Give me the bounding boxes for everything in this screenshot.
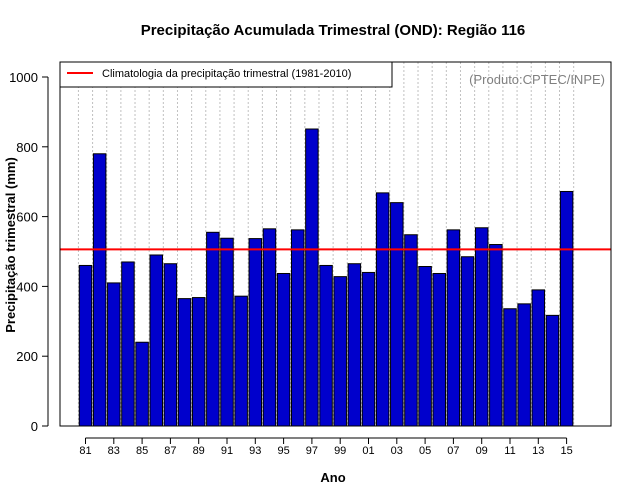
x-tick-label: 99: [334, 445, 346, 457]
legend-box: [59, 61, 393, 88]
bar-series: [78, 128, 574, 427]
y-tick-label: 600: [16, 210, 38, 225]
bar-83: [107, 282, 121, 427]
x-tick-label: 93: [249, 445, 261, 457]
bar-93: [248, 238, 263, 427]
bar-84: [121, 261, 135, 427]
y-tick-label: 800: [16, 140, 38, 155]
x-tick-label: 81: [79, 445, 91, 457]
bar-90: [206, 231, 220, 427]
bar-95: [276, 272, 291, 427]
bar-15: [559, 190, 574, 427]
y-tick-label: 400: [16, 279, 38, 294]
bar-92: [234, 295, 248, 427]
bar-08: [460, 256, 475, 427]
x-tick-label: 85: [136, 445, 148, 457]
x-tick-label: 97: [306, 445, 318, 457]
x-tick-label: 01: [362, 445, 374, 457]
x-tick-label: 95: [277, 445, 289, 457]
bar-05: [418, 266, 432, 427]
x-tick-label: 15: [560, 445, 572, 457]
bar-11: [503, 308, 517, 427]
legend-label: Climatologia da precipitação trimestral …: [102, 68, 351, 80]
chart-title: Precipitação Acumulada Trimestral (OND):…: [141, 22, 526, 39]
bar-14: [545, 314, 560, 427]
bar-02: [375, 192, 390, 427]
bar-00: [347, 263, 362, 427]
bar-86: [149, 254, 163, 427]
bar-82: [92, 153, 107, 427]
y-tick-label: 1000: [9, 70, 38, 85]
bar-81: [78, 264, 93, 427]
bar-94: [262, 228, 277, 427]
y-axis-label: Precipitação trimestral (mm): [3, 157, 18, 333]
x-tick-label: 07: [447, 445, 459, 457]
y-axis: 0 200 400 600 800 1000: [9, 70, 49, 434]
bar-89: [191, 297, 206, 427]
bar-87: [163, 263, 178, 427]
bar-04: [404, 234, 418, 427]
x-tick-label: 91: [221, 445, 233, 457]
x-axis-label: Ano: [320, 470, 345, 485]
bar-09: [474, 227, 489, 427]
bar-97: [305, 128, 319, 427]
bar-12: [517, 303, 531, 427]
bar-98: [319, 264, 333, 427]
x-tick-label: 87: [164, 445, 176, 457]
source-credit: (Produto:CPTEC/INPE): [469, 72, 605, 87]
x-axis: 81 83 85 87 89 91 93 95 97 99 01 03 05 07 09 11 13 15: [79, 437, 573, 457]
bar-85: [135, 341, 149, 427]
bar-06: [432, 272, 446, 427]
x-tick-label: 09: [476, 445, 488, 457]
x-tick-label: 13: [532, 445, 544, 457]
bar-10: [489, 244, 503, 427]
x-tick-label: 03: [391, 445, 403, 457]
x-tick-label: 05: [419, 445, 431, 457]
bar-88: [177, 298, 192, 427]
y-tick-label: 200: [16, 349, 38, 364]
bar-96: [291, 229, 305, 427]
bar-13: [531, 289, 546, 427]
x-tick-label: 11: [504, 445, 515, 457]
bar-99: [333, 276, 347, 427]
vertical-gridlines: [77, 62, 575, 426]
bar-01: [361, 271, 376, 427]
y-tick-label: 0: [31, 419, 38, 434]
bar-91: [220, 237, 234, 427]
bar-07: [446, 229, 461, 427]
bar-03: [390, 202, 404, 427]
x-tick-label: 83: [108, 445, 120, 457]
x-tick-label: 89: [193, 445, 205, 457]
legend: Climatologia da precipitação trimestral …: [59, 61, 393, 88]
